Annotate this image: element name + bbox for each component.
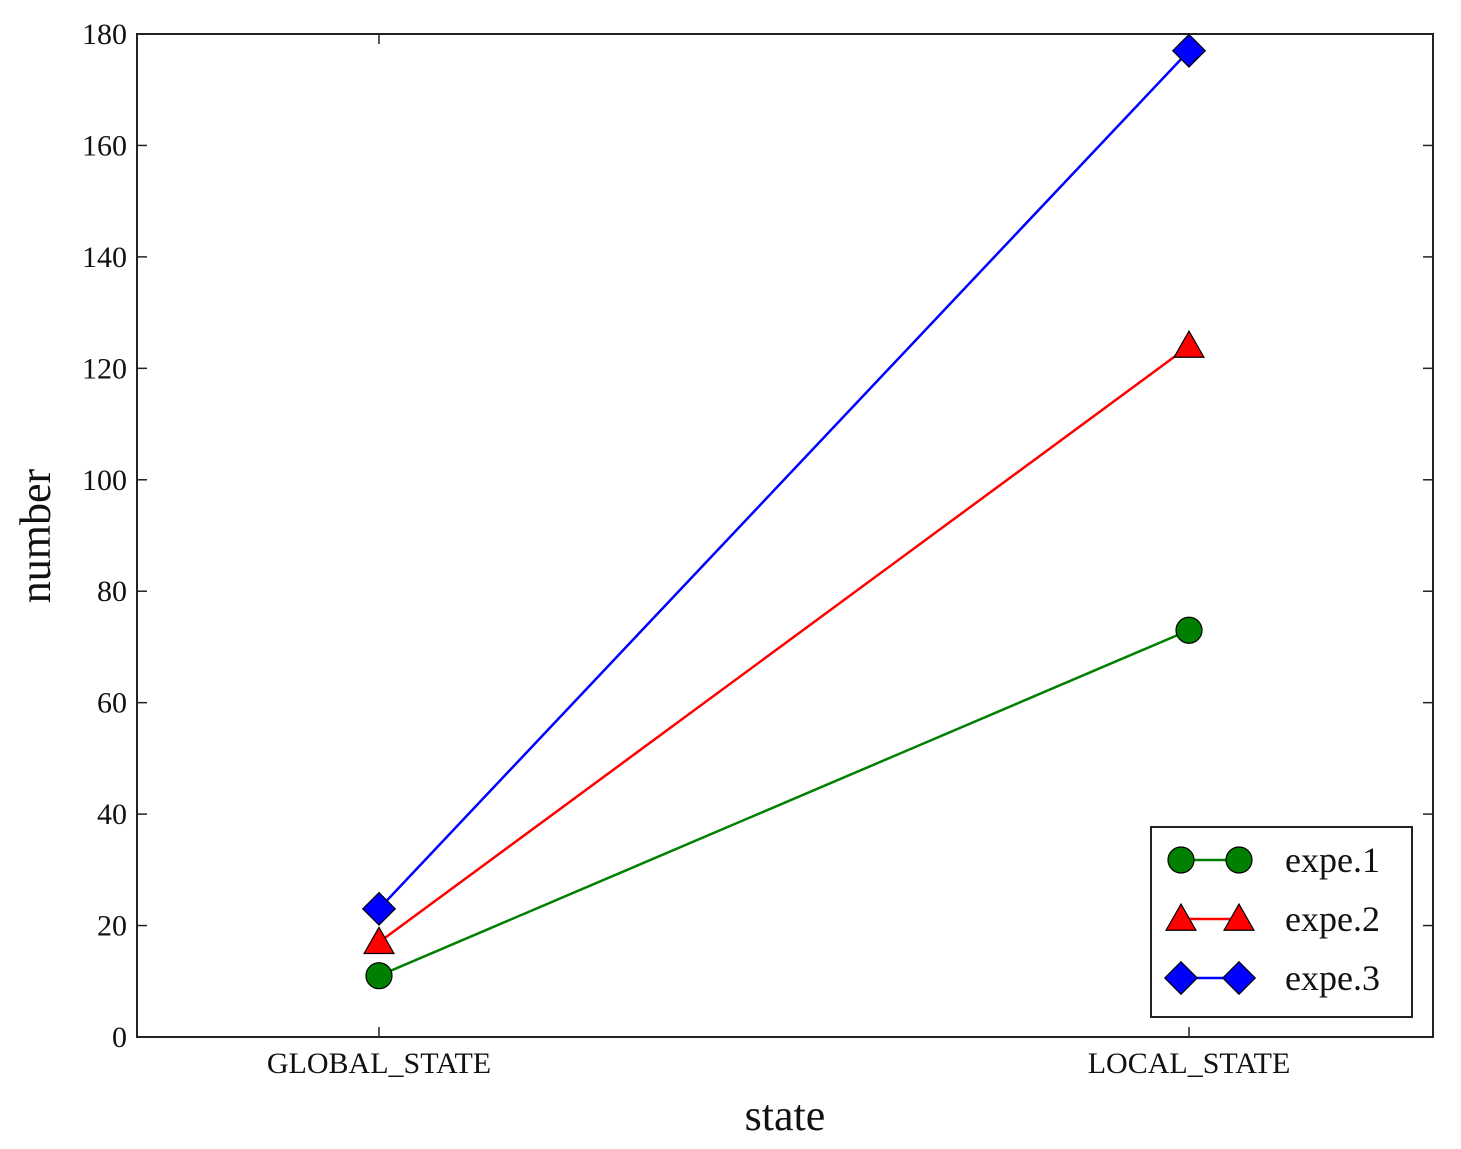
y-tick-label: 20 <box>97 910 127 943</box>
data-point-2-2 <box>1173 329 1205 358</box>
plot-frame <box>136 33 1434 1038</box>
x-tick-label: LOCAL_STATE <box>1088 1047 1291 1080</box>
legend-marker-start <box>1163 960 1199 996</box>
legend-label: expe.2 <box>1285 899 1380 939</box>
series-1 <box>365 616 1203 990</box>
series-layer <box>361 33 1207 990</box>
legend-item-3: expe.3 <box>1163 958 1380 998</box>
series-line-1 <box>378 629 1190 977</box>
y-tick-label: 40 <box>97 798 127 831</box>
y-tick-label: 0 <box>112 1021 127 1054</box>
y-tick-label: 140 <box>82 241 127 274</box>
legend-marker-end <box>1221 960 1257 996</box>
series-line-3 <box>378 49 1190 910</box>
y-tick-label: 100 <box>82 464 127 497</box>
legend-marker-start <box>1165 902 1197 931</box>
axes: 0 20 40 60 80 100 120 140 160 180 GLOBAL_STATE LOCA… <box>82 18 1433 1080</box>
y-tick-label: 120 <box>82 352 127 385</box>
data-point-3-1 <box>361 891 397 926</box>
legend-marker-end <box>1225 846 1253 874</box>
y-tick-label: 180 <box>82 18 127 51</box>
legend-label: expe.1 <box>1285 840 1380 880</box>
x-axis-label: state <box>745 1091 826 1140</box>
x-tick-label: GLOBAL_STATE <box>267 1047 491 1080</box>
series-3 <box>361 33 1207 926</box>
data-point-1-1 <box>365 962 393 990</box>
y-tick-label: 60 <box>97 687 127 720</box>
y-tick-label: 80 <box>97 575 127 608</box>
legend-item-1: expe.1 <box>1167 840 1380 880</box>
data-point-1-2 <box>1175 616 1203 644</box>
series-2 <box>363 329 1205 955</box>
data-point-2-1 <box>363 926 395 955</box>
legend-item-2: expe.2 <box>1165 899 1380 939</box>
y-axis-label: number <box>11 468 60 603</box>
legend-marker-end <box>1223 902 1255 931</box>
legend-label: expe.3 <box>1285 958 1380 998</box>
data-point-3-2 <box>1171 33 1207 68</box>
legend-marker-start <box>1167 846 1195 874</box>
y-tick-label: 160 <box>82 129 127 162</box>
series-line-2 <box>378 345 1190 944</box>
legend: expe.1 expe.2 expe.3 <box>1150 826 1413 1018</box>
